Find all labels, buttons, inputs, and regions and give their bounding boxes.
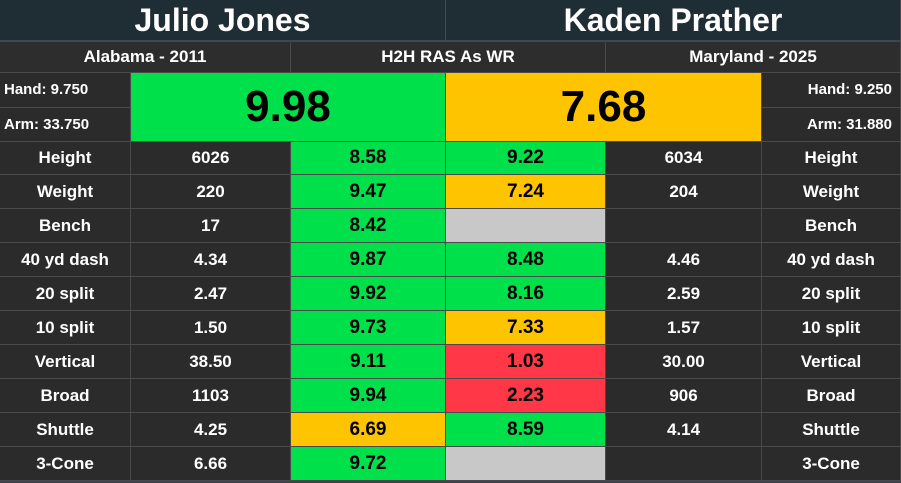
metric-label-left: Weight bbox=[0, 175, 131, 209]
right-score: 8.48 bbox=[446, 243, 606, 277]
right-score: 1.03 bbox=[446, 345, 606, 379]
right-ras-score: 7.68 bbox=[446, 73, 762, 142]
left-score: 8.42 bbox=[291, 209, 446, 243]
right-raw-value bbox=[606, 209, 762, 243]
left-raw-value: 4.34 bbox=[131, 243, 291, 277]
right-raw-value: 4.14 bbox=[606, 413, 762, 447]
left-score: 9.94 bbox=[291, 379, 446, 413]
metric-label-right: 40 yd dash bbox=[762, 243, 901, 277]
right-raw-value: 1.57 bbox=[606, 311, 762, 345]
metric-label-right: Bench bbox=[762, 209, 901, 243]
metric-label-right: Broad bbox=[762, 379, 901, 413]
left-ras-score: 9.98 bbox=[131, 73, 446, 142]
metric-label-left: Shuttle bbox=[0, 413, 131, 447]
metric-label-right: Height bbox=[762, 142, 901, 175]
left-raw-value: 2.47 bbox=[131, 277, 291, 311]
left-raw-value: 6.66 bbox=[131, 447, 291, 481]
left-score: 9.73 bbox=[291, 311, 446, 345]
left-score: 9.11 bbox=[291, 345, 446, 379]
metric-label-right: 20 split bbox=[762, 277, 901, 311]
left-score: 8.58 bbox=[291, 142, 446, 175]
left-measurements: Hand: 9.750 Arm: 33.750 bbox=[0, 73, 131, 142]
right-raw-value: 906 bbox=[606, 379, 762, 413]
right-raw-value: 6034 bbox=[606, 142, 762, 175]
metric-label-right: Vertical bbox=[762, 345, 901, 379]
left-score: 9.47 bbox=[291, 175, 446, 209]
comparison-label: H2H RAS As WR bbox=[291, 42, 606, 73]
right-measurements: Hand: 9.250 Arm: 31.880 bbox=[762, 73, 901, 142]
metric-label-left: Broad bbox=[0, 379, 131, 413]
right-hand: Hand: 9.250 bbox=[762, 73, 901, 108]
left-score: 9.92 bbox=[291, 277, 446, 311]
right-score: 7.24 bbox=[446, 175, 606, 209]
metric-label-right: 10 split bbox=[762, 311, 901, 345]
right-player-name: Kaden Prather bbox=[446, 0, 901, 42]
right-score: 8.16 bbox=[446, 277, 606, 311]
right-score: 9.22 bbox=[446, 142, 606, 175]
metric-label-left: Bench bbox=[0, 209, 131, 243]
right-score: 8.59 bbox=[446, 413, 606, 447]
left-hand: Hand: 9.750 bbox=[0, 73, 131, 108]
metric-label-left: 10 split bbox=[0, 311, 131, 345]
left-player-name: Julio Jones bbox=[0, 0, 446, 42]
left-raw-value: 1.50 bbox=[131, 311, 291, 345]
left-raw-value: 1103 bbox=[131, 379, 291, 413]
right-score: 7.33 bbox=[446, 311, 606, 345]
metric-label-left: 20 split bbox=[0, 277, 131, 311]
metric-label-right: 3-Cone bbox=[762, 447, 901, 481]
left-school-year: Alabama - 2011 bbox=[0, 42, 291, 73]
left-raw-value: 6026 bbox=[131, 142, 291, 175]
left-score: 9.87 bbox=[291, 243, 446, 277]
right-raw-value: 204 bbox=[606, 175, 762, 209]
right-score bbox=[446, 447, 606, 481]
metric-label-right: Shuttle bbox=[762, 413, 901, 447]
metric-label-right: Weight bbox=[762, 175, 901, 209]
right-raw-value bbox=[606, 447, 762, 481]
right-score: 2.23 bbox=[446, 379, 606, 413]
left-raw-value: 38.50 bbox=[131, 345, 291, 379]
right-raw-value: 30.00 bbox=[606, 345, 762, 379]
right-score bbox=[446, 209, 606, 243]
left-score: 9.72 bbox=[291, 447, 446, 481]
left-arm: Arm: 33.750 bbox=[0, 107, 131, 142]
metric-label-left: Vertical bbox=[0, 345, 131, 379]
right-raw-value: 2.59 bbox=[606, 277, 762, 311]
left-score: 6.69 bbox=[291, 413, 446, 447]
metric-label-left: 3-Cone bbox=[0, 447, 131, 481]
left-raw-value: 17 bbox=[131, 209, 291, 243]
right-arm: Arm: 31.880 bbox=[762, 107, 901, 142]
right-school-year: Maryland - 2025 bbox=[606, 42, 901, 73]
metric-label-left: 40 yd dash bbox=[0, 243, 131, 277]
left-raw-value: 220 bbox=[131, 175, 291, 209]
metric-label-left: Height bbox=[0, 142, 131, 175]
left-raw-value: 4.25 bbox=[131, 413, 291, 447]
right-raw-value: 4.46 bbox=[606, 243, 762, 277]
